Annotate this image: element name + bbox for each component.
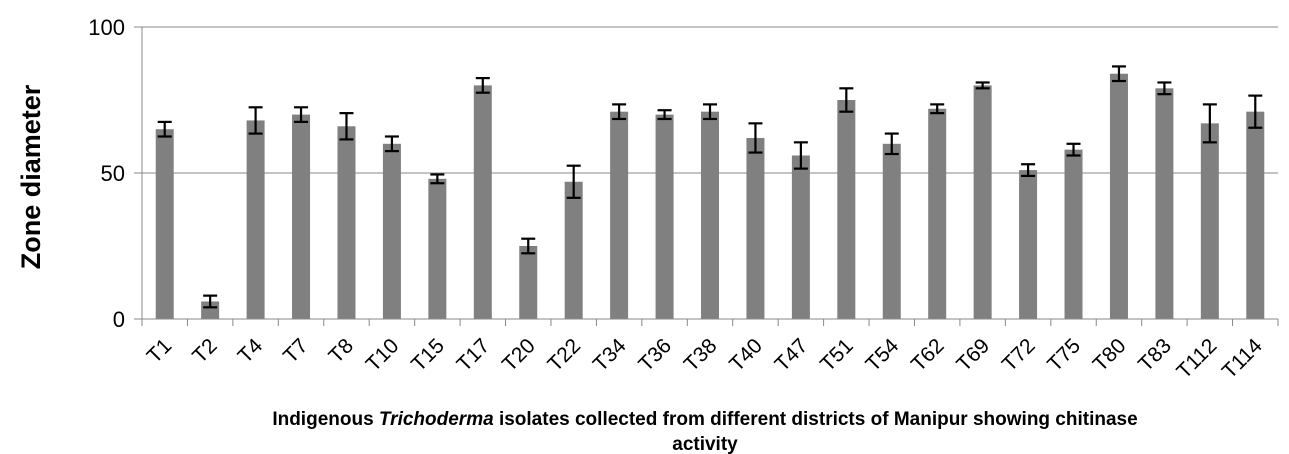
x-tick-label-t7: T7	[279, 334, 313, 368]
x-tick-label-t36: T36	[634, 334, 676, 376]
error-bar-t22	[566, 164, 581, 199]
bar-t38	[701, 111, 719, 320]
error-bar-t114	[1248, 94, 1263, 129]
y-axis-label: Zone diameter	[16, 84, 46, 269]
x-tick-label-t20: T20	[498, 334, 540, 376]
bar-t7	[292, 114, 311, 319]
error-bar-t20	[521, 237, 536, 255]
x-axis-label-part2: isolates collected from different distri…	[494, 409, 1138, 430]
x-tick-label-t15: T15	[407, 334, 449, 376]
bar-t112	[1200, 123, 1219, 319]
error-bars	[157, 65, 1263, 309]
bar-t8	[337, 126, 356, 319]
bar-t15	[428, 178, 447, 319]
error-bar-t47	[793, 141, 808, 170]
error-bar-t54	[884, 132, 899, 156]
x-tick-label-t83: T83	[1134, 334, 1176, 376]
y-axis-ticks: 0 50 100	[88, 15, 142, 332]
bar-t1	[155, 129, 174, 319]
bar-t36	[655, 114, 674, 319]
bar-t2	[201, 301, 220, 319]
x-tick-label-t34: T34	[589, 334, 631, 376]
error-bar-t83	[1157, 81, 1172, 96]
bar-t22	[564, 181, 583, 319]
error-bar-t69	[975, 81, 990, 90]
error-bar-t36	[657, 109, 672, 121]
x-tick-label-t114: T114	[1218, 334, 1267, 383]
x-tick-label-t10: T10	[362, 334, 404, 376]
error-bar-t17	[475, 76, 490, 94]
x-tick-label-t112: T112	[1172, 334, 1221, 383]
x-tick-label-t4: T4	[234, 334, 268, 368]
error-bar-t38	[703, 103, 717, 121]
bars	[155, 73, 1265, 320]
error-bar-t10	[384, 135, 399, 153]
x-tick-label-t62: T62	[907, 334, 949, 376]
x-tick-label-t17: T17	[452, 334, 494, 376]
x-tick-label-t8: T8	[324, 334, 358, 368]
bar-t83	[1155, 88, 1174, 319]
bar-t80	[1109, 73, 1128, 319]
error-bar-t72	[1021, 163, 1036, 178]
bar-t54	[882, 143, 901, 319]
error-bar-t1	[157, 120, 172, 138]
x-tick-label-t22: T22	[543, 334, 585, 376]
bar-t34	[610, 111, 629, 320]
bar-t47	[791, 155, 810, 319]
x-tick-label-t38: T38	[680, 334, 722, 376]
y-tick-label: 0	[113, 307, 125, 332]
error-bar-t34	[612, 103, 627, 121]
x-tick-label-t69: T69	[952, 334, 994, 376]
bar-t17	[473, 85, 492, 320]
x-axis-label-line2: activity	[672, 434, 738, 454]
bar-t20	[519, 246, 538, 319]
x-tick-label-t47: T47	[771, 334, 813, 376]
error-bar-t8	[339, 112, 354, 141]
x-axis-categories: T1 T2 T4 T7 T8 T10 T15 T17 T20 T22 T34 T36 T38 T40 T47…	[141, 319, 1279, 383]
x-tick-label-t2: T2	[188, 334, 222, 368]
x-tick-label-t1: T1	[143, 334, 177, 368]
error-bar-t4	[248, 106, 263, 135]
y-tick-label: 50	[101, 161, 125, 186]
y-tick-label: 100	[88, 15, 125, 40]
error-bar-t2	[203, 294, 218, 309]
error-bar-t75	[1066, 142, 1081, 157]
x-axis-label-part1: Indigenous	[272, 409, 379, 430]
error-bar-t80	[1111, 65, 1126, 83]
error-bar-t62	[930, 103, 945, 115]
error-bar-t7	[294, 106, 309, 124]
error-bar-t15	[430, 173, 445, 185]
bar-t72	[1019, 170, 1038, 319]
bar-t4	[246, 120, 265, 319]
x-tick-label-t80: T80	[1089, 334, 1131, 376]
x-axis-label: Indigenous Trichoderma isolates collecte…	[272, 409, 1137, 430]
x-axis-label-italic: Trichoderma	[379, 409, 494, 430]
error-bar-t40	[748, 122, 763, 154]
bar-t40	[746, 137, 765, 319]
x-tick-label-t40: T40	[725, 334, 767, 376]
bar-t75	[1064, 149, 1083, 319]
bar-t51	[837, 100, 856, 319]
x-tick-label-t72: T72	[998, 334, 1040, 376]
x-tick-label-t51: T51	[816, 334, 858, 376]
bar-t69	[973, 85, 992, 320]
error-bar-t112	[1202, 103, 1217, 144]
bar-t114	[1246, 111, 1265, 320]
bar-t62	[928, 108, 947, 319]
bar-t10	[382, 143, 401, 319]
x-tick-label-t75: T75	[1043, 334, 1085, 376]
x-tick-label-t54: T54	[861, 334, 903, 376]
error-bar-t51	[839, 87, 854, 113]
